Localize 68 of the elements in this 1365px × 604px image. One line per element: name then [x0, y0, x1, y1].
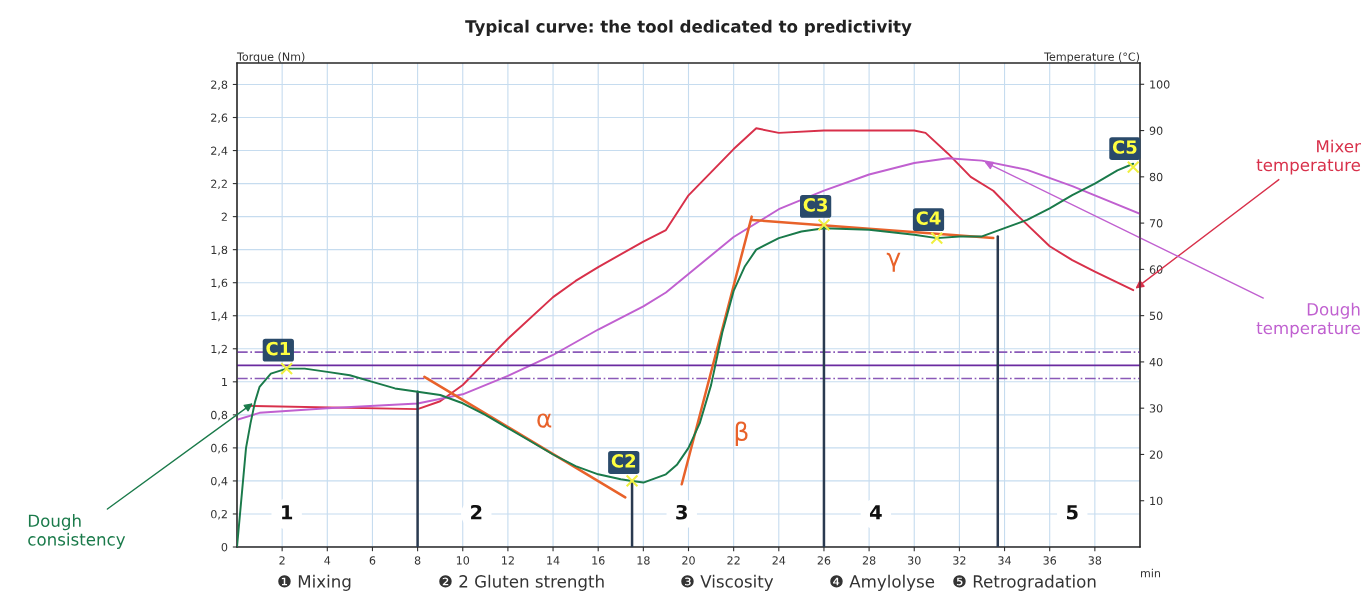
annotation: 1	[282, 505, 293, 520]
x-tick-label: 8	[414, 556, 421, 565]
x-tick-label: 18	[637, 556, 650, 565]
x-tick-label: 2	[279, 556, 285, 565]
x-tick-label: 36	[1043, 556, 1057, 565]
x-tick-label: 32	[953, 556, 966, 565]
y-tick-label: 2,6	[211, 113, 228, 124]
y2-tick-label: 40	[1149, 357, 1163, 367]
y-tick-label: 1	[222, 377, 227, 387]
x-tick-label: 26	[817, 556, 831, 565]
y2-tick-label: 20	[1149, 450, 1163, 459]
y2-tick-label: 70	[1149, 219, 1163, 228]
y-tick-label: 2,8	[211, 80, 228, 90]
annotation: C3	[803, 198, 828, 212]
y-tick-label: 0	[221, 542, 228, 552]
y-tick-label: 0,2	[211, 509, 227, 520]
annotation: C4	[916, 211, 941, 225]
y2-tick-label: 100	[1150, 80, 1170, 89]
annotation: 3	[676, 504, 687, 520]
y-tick-label: 0,8	[211, 410, 228, 421]
x-tick-label: 30	[908, 556, 921, 565]
x-axis-title: min	[1141, 568, 1161, 578]
y2-tick-label: 10	[1150, 496, 1163, 506]
annotation: 2	[471, 504, 482, 520]
text: Dough temperature	[1256, 302, 1361, 338]
annotation: β	[735, 421, 748, 446]
x-tick-label: 4	[324, 556, 331, 565]
x-tick-label: 24	[772, 556, 786, 565]
y2-tick-label: 30	[1149, 404, 1163, 413]
text: ❶ Mixing	[278, 574, 351, 591]
text: Dough consistency	[28, 514, 126, 549]
x-tick-label: 20	[682, 556, 695, 565]
x-tick-label: 6	[369, 556, 376, 565]
y2-tick-label: 80	[1149, 172, 1163, 182]
x-tick-label: 14	[547, 556, 560, 565]
y-tick-label: 1,6	[211, 278, 228, 289]
annotation: C2	[611, 454, 636, 468]
x-tick-label: 38	[1088, 556, 1102, 565]
x-tick-label: 12	[502, 556, 514, 565]
x-tick-label: 16	[592, 556, 605, 565]
y-tick-label: 1,8	[211, 245, 228, 256]
y-tick-label: 0,4	[211, 476, 228, 487]
y2-tick-label: 50	[1149, 311, 1163, 321]
x-tick-label: 34	[998, 556, 1011, 565]
y-tick-label: 1,4	[211, 311, 228, 322]
text: ❸ Viscosity	[681, 574, 774, 591]
chart-title: Typical curve: the tool dedicated to predictivity	[465, 19, 912, 37]
y2-axis-title: Temperature (°C)	[1044, 52, 1140, 63]
y-tick-label: 2	[221, 212, 227, 221]
text: Mixer temperature	[1256, 139, 1361, 175]
annotation: γ	[886, 252, 901, 272]
text: ❺ Retrogradation	[953, 574, 1096, 591]
x-tick-label: 22	[727, 556, 740, 565]
annotation: α	[537, 413, 552, 428]
annotation: 5	[1067, 505, 1078, 520]
y-tick-label: 0,6	[211, 443, 228, 454]
x-tick-label: 28	[862, 556, 876, 565]
y-tick-label: 1,2	[211, 344, 227, 355]
annotation: 4	[869, 505, 882, 520]
y-axis-title: Torque (Nm)	[236, 52, 305, 63]
y-tick-label: 2,2	[211, 179, 227, 190]
y-tick-label: 2,4	[211, 146, 228, 157]
x-tick-label: 10	[456, 556, 470, 565]
annotation: C1	[266, 341, 290, 356]
annotation: C5	[1112, 140, 1137, 154]
text: ❷ 2 Gluten strength	[439, 574, 604, 591]
text: ❹ Amylolyse	[830, 574, 935, 591]
y2-tick-label: 90	[1149, 126, 1163, 135]
